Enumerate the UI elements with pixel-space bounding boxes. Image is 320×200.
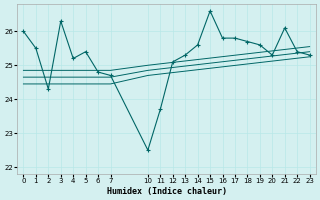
- X-axis label: Humidex (Indice chaleur): Humidex (Indice chaleur): [107, 187, 227, 196]
